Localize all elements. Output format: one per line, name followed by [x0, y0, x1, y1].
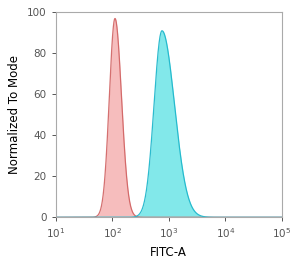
X-axis label: FITC-A: FITC-A: [150, 246, 187, 259]
Y-axis label: Normalized To Mode: Normalized To Mode: [8, 55, 21, 174]
